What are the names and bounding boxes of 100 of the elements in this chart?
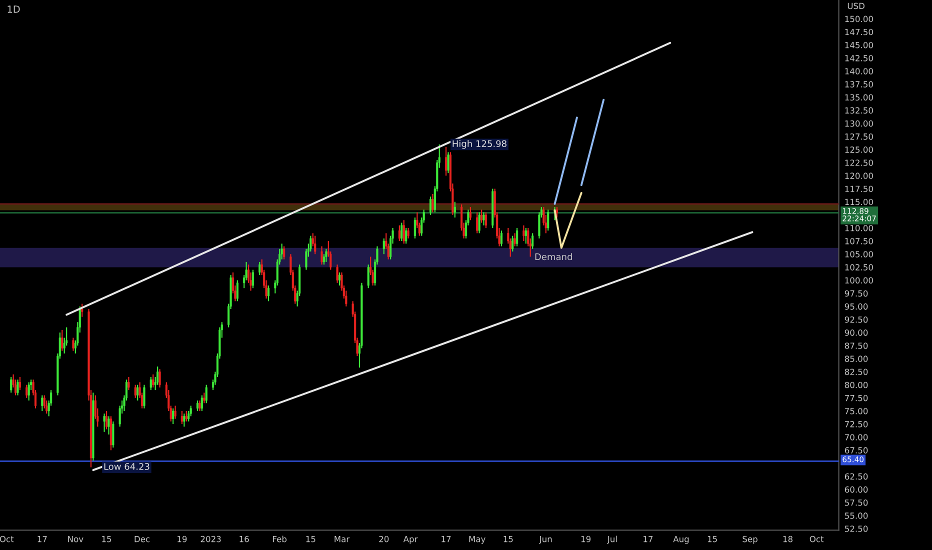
y-tick-label: 102.50 [845,264,873,270]
candlestick [267,284,270,302]
y-tick-label: 52.50 [845,526,868,532]
y-tick-label: 150.00 [845,16,873,22]
y-tick-label: 87.50 [844,342,868,349]
y-tick-label: 57.50 [845,499,868,506]
candlestick [514,232,516,247]
candlestick [136,384,139,402]
x-tick-label: Nov [68,536,84,542]
candlestick [28,382,30,402]
candlestick [432,193,434,213]
candlestick [198,400,201,412]
candlestick [314,235,316,255]
candlestick [336,264,338,284]
candlestick [405,227,408,244]
candlestick [185,410,188,422]
candlestick [407,227,410,239]
y-tick-label: 117.50 [845,186,873,192]
x-tick-label: Oct [0,536,14,542]
candlestick [180,410,184,425]
candlestick [480,209,483,224]
candlestick [429,196,432,216]
candlestick [338,272,341,286]
y-tick-label: 55.00 [845,512,868,519]
candlestick [46,400,48,414]
y-tick-label: 137.50 [845,81,873,88]
candlestick [524,227,527,244]
candlestick [258,261,261,276]
candlestick [10,376,12,394]
y-tick-label: 80.00 [844,382,868,388]
candlestick [325,248,328,263]
band-label: Demand [535,253,572,260]
candlestick [183,413,186,428]
y-tick-label: 132.50 [845,107,873,114]
y-tick-label: 135.00 [845,94,873,101]
x-tick-label: May [469,536,486,544]
y-tick-label: 107.50 [845,238,873,244]
x-tick-label: 15 [306,536,316,542]
candlestick [310,235,312,252]
y-tick-label: 147.50 [845,28,873,36]
candlestick [400,222,403,242]
y-tick-label: 60.00 [844,486,868,493]
x-tick-label: 19 [581,536,591,542]
candlestick [444,146,448,176]
y-tick-label: 70.00 [845,434,868,440]
y-tick-label: 130.00 [845,120,873,127]
candlestick [108,416,110,436]
x-tick-label: Jun [538,536,552,544]
candlestick [556,206,558,218]
y-tick-label: 110.00 [845,224,873,232]
y-tick-label: 122.50 [845,160,873,166]
y-tick-label: 140.00 [845,68,873,74]
candlestick [522,224,525,242]
candlestick [516,227,518,247]
x-tick-label: Dec [134,536,150,542]
y-tick-label: 90.00 [844,330,868,336]
annotation: Low 64.23 [104,463,150,470]
x-tick-label: Aug [673,536,689,544]
y-tick-label: 95.00 [844,303,868,310]
candlestick [143,384,146,409]
x-tick-label: 2023 [200,536,221,542]
candlestick [512,235,514,252]
candlestick [41,394,44,412]
x-tick-label: 17 [38,536,47,542]
y-tick-label: 115.00 [845,198,873,206]
y-tick-label: 145.00 [845,42,873,48]
annotation: High 125.98 [452,140,506,149]
y-tick-label: 105.00 [845,251,873,258]
x-tick-label: Apr [403,536,418,544]
candlestick [103,413,106,432]
candlestick [402,220,405,244]
y-tick-label: 85.00 [844,356,868,362]
candlestick [500,230,503,247]
candlestick [16,379,19,396]
y-tick-label: 127.50 [845,133,873,140]
candlestick [478,212,480,234]
x-tick-label: 17 [644,536,653,542]
candlestick [134,384,136,398]
candlestick [188,410,190,422]
candlestick [150,376,152,391]
candlestick [482,212,485,226]
candlestick [196,400,199,412]
candlestick [476,212,478,234]
candlestick [105,410,108,430]
x-tick-label: 15 [708,536,717,542]
candlestick [398,224,400,242]
y-tick-label: 82.50 [844,368,868,376]
candlestick [414,216,416,239]
y-tick-label: 67.50 [844,447,868,454]
candlestick [252,269,254,289]
candlestick [174,405,176,420]
y-tick-label: 75.00 [845,408,868,414]
candlestick [112,420,114,448]
x-tick-label: Feb [273,536,287,542]
y-tick-label: 100.00 [845,277,873,284]
candlestick [282,246,286,260]
x-tick-label: Oct [810,536,824,542]
candlestick [382,238,385,255]
candlestick [367,264,370,289]
y-tick-label: 97.50 [844,290,868,297]
